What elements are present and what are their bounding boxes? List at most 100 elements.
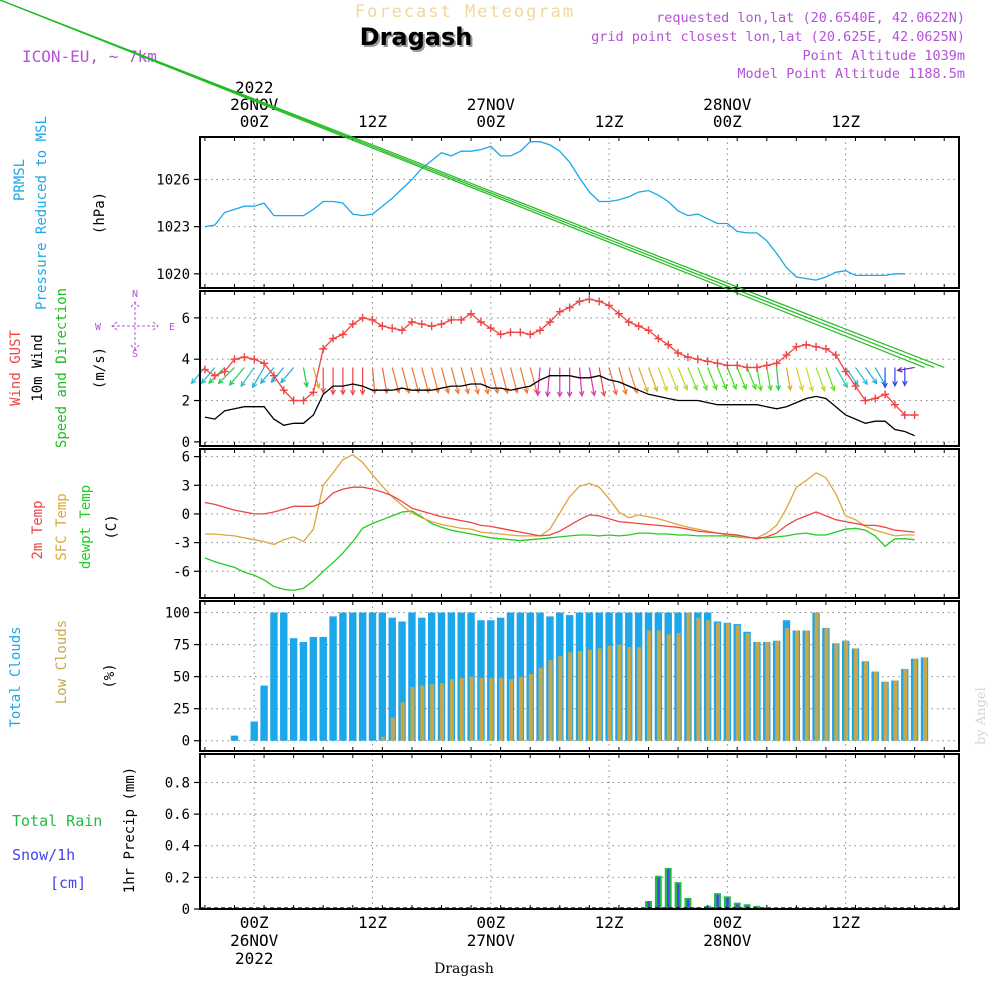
total-clouds-label: Total Clouds bbox=[8, 626, 24, 727]
y-tick-label: 0.2 bbox=[165, 870, 190, 886]
top-time-label: 12Z bbox=[358, 112, 387, 131]
gust-marker bbox=[427, 322, 436, 331]
wind-direction-arrow bbox=[815, 367, 826, 391]
total-cloud-bar bbox=[368, 612, 377, 741]
gust-marker bbox=[467, 309, 476, 318]
legend-snow-units: [cm] bbox=[50, 874, 86, 892]
y-tick-label: 25 bbox=[173, 702, 190, 718]
low-cloud-bar bbox=[597, 648, 602, 741]
bottom-time-label: 12Z bbox=[595, 913, 624, 932]
gust-marker bbox=[565, 303, 574, 312]
low-cloud-bar bbox=[578, 651, 583, 741]
wind-arrow-head bbox=[712, 384, 718, 391]
dewpt-temp-label: dewpt Temp bbox=[78, 485, 94, 569]
temp-2m-label: 2m Temp bbox=[30, 500, 46, 559]
wind-direction-arrow bbox=[805, 367, 814, 392]
top-time-label: 28NOV bbox=[703, 95, 752, 114]
low-cloud-bar bbox=[745, 633, 750, 741]
total-cloud-bar bbox=[270, 612, 278, 741]
total-cloud-bar bbox=[408, 612, 416, 741]
wind-direction-arrow bbox=[726, 367, 737, 390]
total-cloud-bar bbox=[250, 721, 258, 741]
low-cloud-bar bbox=[558, 656, 563, 741]
gust-marker bbox=[309, 388, 318, 397]
gust-marker bbox=[506, 328, 515, 337]
wind-direction-arrow bbox=[697, 367, 708, 390]
low-cloud-bar bbox=[725, 622, 730, 741]
wind-arrow-head bbox=[320, 387, 327, 394]
wind-arrow-head bbox=[786, 384, 793, 392]
wind-direction-arrow bbox=[835, 367, 848, 388]
model-altitude: Model Point Altitude 1188.5m bbox=[737, 66, 965, 82]
gust-marker bbox=[900, 411, 909, 419]
wind-units-label: (m/s) bbox=[92, 347, 108, 389]
low-cloud-bar bbox=[686, 612, 691, 741]
legend-snow: Snow/1h bbox=[12, 846, 75, 864]
gust-marker bbox=[250, 355, 259, 364]
total-cloud-bar bbox=[418, 617, 426, 741]
wind-direction-arrow bbox=[381, 367, 388, 394]
total-cloud-bar bbox=[388, 617, 396, 741]
subtitle: Forecast Meteogram bbox=[355, 2, 575, 22]
gust-marker bbox=[299, 396, 308, 405]
gust-marker bbox=[575, 297, 584, 306]
wind-direction-arrow bbox=[218, 367, 235, 384]
gust-marker bbox=[614, 309, 623, 318]
compass-s: S bbox=[132, 349, 138, 360]
wind-direction-arrow bbox=[201, 367, 216, 384]
y-tick-label: 6 bbox=[182, 311, 190, 327]
gust-marker bbox=[585, 295, 594, 304]
bottom-time-label: 00Z bbox=[476, 913, 505, 932]
compass-w: W bbox=[95, 322, 102, 333]
gust-marker bbox=[486, 324, 495, 333]
wind-arrow-head bbox=[896, 366, 903, 373]
y-tick-label: 0 bbox=[182, 435, 190, 451]
low-cloud-bar bbox=[765, 642, 770, 741]
sfc-temp-line bbox=[204, 453, 915, 546]
gust-marker bbox=[910, 411, 919, 419]
gust-marker bbox=[338, 330, 347, 339]
gust-marker bbox=[743, 363, 752, 372]
wind-direction-arrow bbox=[411, 367, 420, 393]
wind-direction-arrow bbox=[240, 367, 255, 387]
y-tick-label: 0.8 bbox=[165, 775, 190, 791]
low-cloud-bar bbox=[449, 679, 454, 741]
wind-gust-label: Wind GUST bbox=[8, 330, 24, 406]
gust-marker bbox=[821, 344, 830, 353]
total-cloud-bar bbox=[516, 612, 525, 741]
wind-arrow-head bbox=[612, 389, 618, 396]
y-tick-label: 0.6 bbox=[165, 807, 190, 823]
wind-direction-arrow bbox=[845, 367, 859, 386]
gust-marker bbox=[545, 318, 554, 326]
wind-arrow-head bbox=[228, 379, 235, 386]
gust-marker bbox=[890, 400, 899, 409]
wind-arrow-head bbox=[259, 378, 266, 385]
gust-marker bbox=[792, 342, 801, 351]
wind-arrow-head bbox=[200, 378, 207, 385]
low-cloud-bar bbox=[430, 684, 435, 741]
low-cloud-bar bbox=[587, 649, 592, 741]
total-cloud-bar bbox=[398, 621, 406, 741]
gust-marker bbox=[871, 394, 880, 403]
total-cloud-bar bbox=[427, 612, 436, 741]
gust-marker bbox=[683, 353, 692, 362]
wind-arrow-head bbox=[513, 387, 519, 394]
wind-arrow-head bbox=[692, 384, 698, 391]
wind-direction-arrow bbox=[766, 367, 772, 391]
total-cloud-bar bbox=[309, 636, 318, 741]
wind-arrow-head bbox=[544, 391, 551, 398]
wind-arrow-head bbox=[741, 383, 747, 391]
low-cloud-bar bbox=[696, 617, 701, 741]
total-cloud-bar bbox=[299, 642, 308, 741]
wind-arrow-head bbox=[662, 385, 669, 393]
gust-marker bbox=[269, 371, 278, 380]
y-tick-label: 0 bbox=[182, 902, 190, 918]
gust-marker bbox=[319, 344, 328, 353]
low-cloud-bar bbox=[410, 686, 415, 741]
low-cloud-bar bbox=[627, 647, 632, 741]
wind-direction-arrow bbox=[578, 367, 583, 396]
wind-direction-arrow bbox=[252, 367, 265, 388]
gust-marker bbox=[851, 382, 860, 391]
low-cloud-bar bbox=[469, 676, 474, 741]
